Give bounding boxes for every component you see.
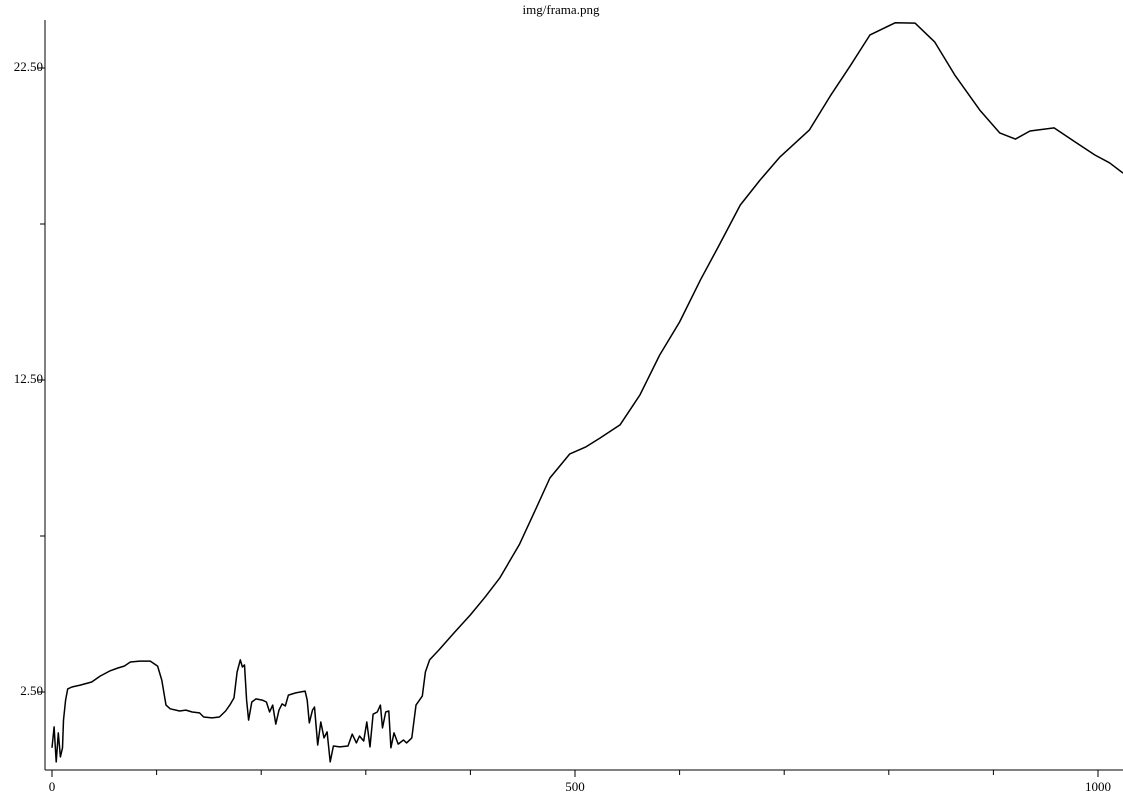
x-tick-label: 0 — [49, 779, 56, 794]
x-tick-label: 500 — [565, 779, 585, 794]
y-tick-label: 22.50 — [14, 59, 43, 74]
y-tick-label: 12.50 — [14, 371, 43, 386]
y-tick-label: 2.50 — [20, 683, 43, 698]
x-tick-label: 1000 — [1085, 779, 1111, 794]
chart-title: img/frama.png — [523, 2, 600, 17]
line-series — [51, 22, 1123, 763]
